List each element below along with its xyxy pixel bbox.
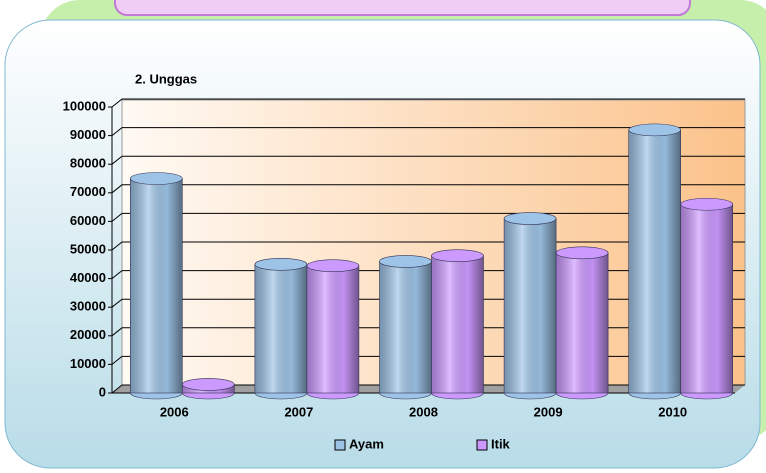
cylinder-top bbox=[628, 123, 682, 137]
cylinder-top bbox=[130, 172, 183, 185]
x-tick-label: 2006 bbox=[160, 404, 189, 419]
cylinder-top bbox=[555, 246, 609, 260]
y-tick-label: 100000 bbox=[63, 98, 106, 113]
bar-shading bbox=[503, 218, 557, 394]
grid-line bbox=[111, 155, 745, 165]
y-tick-label: 40000 bbox=[70, 270, 106, 285]
y-tick-label: 50000 bbox=[70, 241, 106, 256]
cylinder-top bbox=[254, 257, 308, 271]
cylinder-top bbox=[379, 255, 432, 268]
bar-shading bbox=[130, 178, 183, 394]
grid-line bbox=[111, 184, 745, 194]
legend-swatch bbox=[334, 439, 346, 451]
x-tick-label: 2010 bbox=[658, 404, 687, 419]
y-tick-label: 20000 bbox=[70, 327, 106, 342]
y-tick-label: 10000 bbox=[70, 356, 106, 371]
bar-shading bbox=[680, 203, 734, 394]
bar-shading bbox=[306, 265, 360, 394]
y-tick-label: 0 bbox=[99, 384, 106, 399]
x-tick-label: 2008 bbox=[409, 404, 438, 419]
y-tick-label: 70000 bbox=[70, 184, 106, 199]
cylinder-top bbox=[431, 249, 484, 263]
y-tick-label: 80000 bbox=[70, 156, 106, 171]
legend-swatch bbox=[476, 439, 488, 451]
top-banner bbox=[114, 0, 691, 16]
bar-shading bbox=[379, 261, 432, 394]
bar-shading bbox=[555, 252, 609, 394]
x-tick-label: 2007 bbox=[284, 404, 313, 419]
y-tick-label: 30000 bbox=[70, 299, 106, 314]
bar-shading bbox=[628, 129, 682, 394]
legend-label: Itik bbox=[491, 436, 511, 451]
chart-title: 2. Unggas bbox=[135, 71, 197, 86]
x-tick-label: 2009 bbox=[534, 404, 563, 419]
y-tick-label: 60000 bbox=[70, 213, 106, 228]
bar-shading bbox=[431, 255, 484, 394]
grid-line bbox=[111, 127, 745, 136]
cylinder-top bbox=[306, 259, 360, 273]
cylinder-top bbox=[680, 197, 734, 211]
cylinder-top bbox=[503, 212, 557, 225]
y-tick-label: 90000 bbox=[70, 127, 106, 142]
bar-shading bbox=[254, 263, 308, 394]
grid-line bbox=[111, 98, 745, 108]
cylinder-top bbox=[182, 378, 235, 391]
legend-label: Ayam bbox=[349, 436, 384, 451]
